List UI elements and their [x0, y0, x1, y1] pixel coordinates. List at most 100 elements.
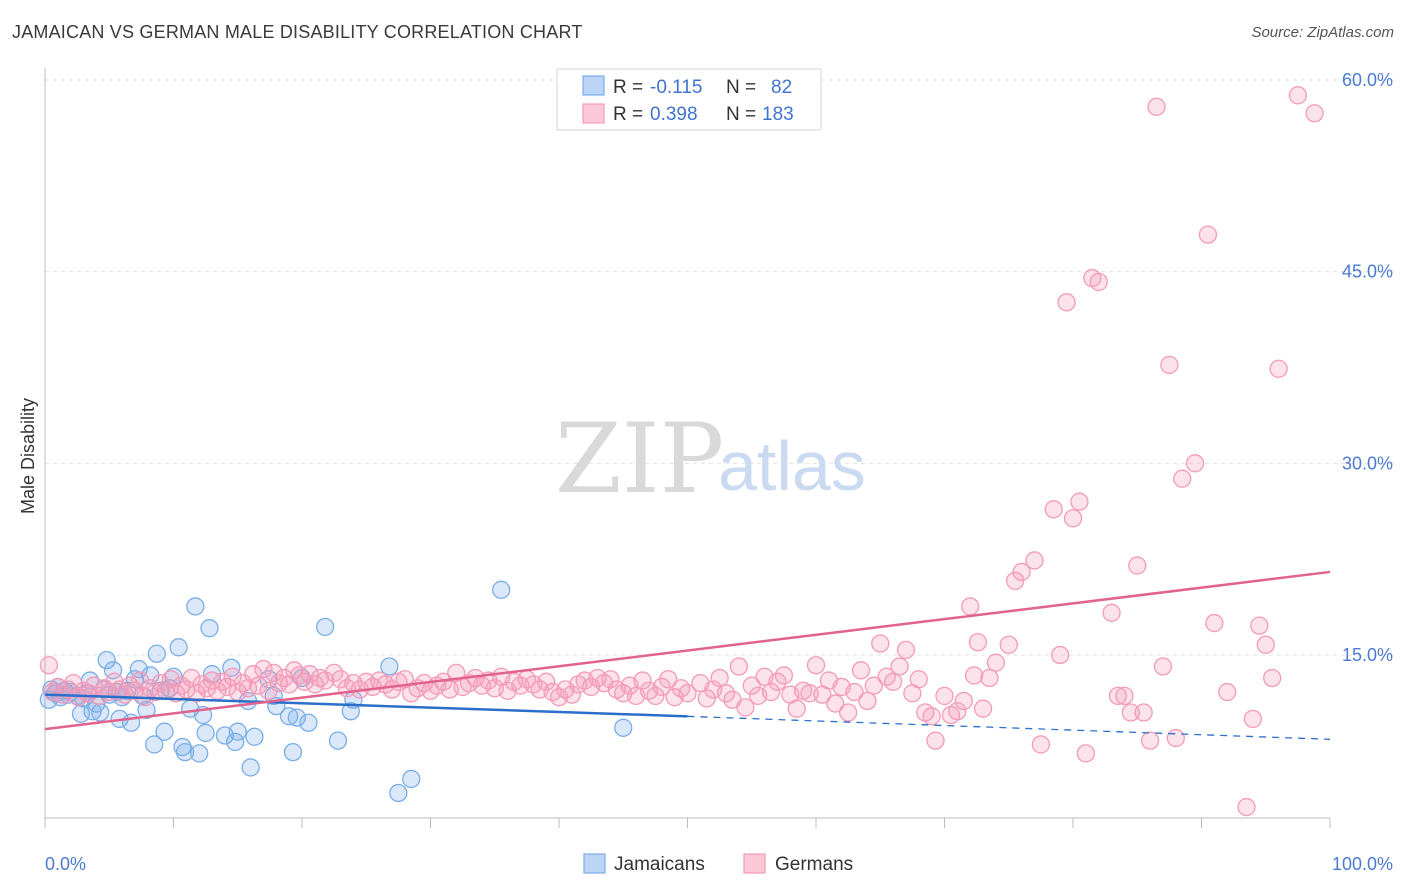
german-point — [125, 681, 145, 700]
jamaican-point — [380, 657, 399, 676]
german-point — [1121, 703, 1140, 722]
legend-swatch-germans — [743, 853, 766, 874]
jamaican-point — [155, 722, 174, 741]
german-point — [948, 702, 967, 721]
german-point — [264, 663, 283, 683]
german-point — [244, 665, 263, 684]
watermark-atlas: atlas — [718, 427, 866, 505]
axes — [44, 68, 1331, 828]
jamaican-point — [283, 742, 303, 762]
german-point — [1140, 731, 1160, 750]
stats-n-value-1: 82 — [771, 77, 792, 98]
stats-n-value-2: 183 — [762, 104, 794, 125]
german-point — [1160, 355, 1179, 375]
jamaican-point — [341, 702, 360, 721]
legend-label-germans: Germans — [775, 854, 853, 875]
german-point — [1025, 551, 1044, 570]
series-legend: Jamaicans Germans — [583, 853, 853, 875]
legend-swatch-jamaicans — [583, 853, 606, 874]
german-point — [562, 685, 581, 704]
german-point — [980, 668, 999, 688]
x-tick-label-start: 0.0% — [45, 854, 86, 874]
german-point — [964, 666, 984, 685]
trend-lines — [44, 570, 1331, 740]
german-point — [1205, 613, 1224, 633]
jamaican-point — [287, 708, 307, 727]
german-point — [646, 686, 665, 706]
german-point — [896, 640, 916, 660]
german-point — [1089, 272, 1108, 292]
german-point — [1128, 556, 1147, 575]
german-point — [1269, 359, 1288, 378]
jamaican-point — [91, 703, 110, 722]
german-point — [187, 684, 206, 703]
jamaican-point — [241, 758, 260, 777]
german-point — [697, 689, 716, 708]
german-point — [300, 665, 319, 684]
german-point — [1250, 616, 1269, 635]
jamaican-point — [315, 617, 335, 637]
stats-swatch-germans — [582, 103, 605, 124]
german-point — [826, 694, 845, 713]
german-point — [1044, 500, 1063, 519]
german-point — [922, 707, 941, 726]
jamaican-point — [328, 731, 348, 750]
german-point — [1218, 682, 1237, 702]
german-point — [1256, 635, 1275, 654]
jamaican-point — [196, 723, 215, 743]
german-point — [761, 682, 781, 702]
german-point — [926, 731, 945, 750]
german-point — [1237, 797, 1256, 817]
y-tick-label: 30.0% — [1342, 453, 1393, 473]
jamaican-point — [279, 707, 299, 726]
stats-swatch-jamaicans — [582, 75, 605, 96]
german-point — [115, 685, 134, 704]
stats-r-value-2: 0.398 — [650, 104, 698, 125]
german-point — [1153, 657, 1173, 676]
german-point — [1147, 97, 1166, 116]
jamaican-point — [190, 744, 209, 763]
german-point — [968, 633, 988, 652]
german-point — [774, 666, 794, 685]
german-point — [1185, 454, 1205, 473]
german-point — [1051, 645, 1070, 665]
german-point — [729, 657, 749, 676]
german-point — [787, 699, 806, 718]
german-point — [601, 670, 620, 689]
y-tick-label: 15.0% — [1342, 645, 1393, 665]
jamaican-point — [97, 650, 116, 670]
jamaican-point — [389, 783, 408, 803]
y-axis-title: Male Disability — [18, 398, 38, 514]
german-point — [1076, 744, 1095, 763]
german-point — [1288, 86, 1308, 105]
german-point — [909, 670, 928, 689]
german-point — [986, 653, 1006, 672]
german-point — [1198, 225, 1218, 244]
german-point — [659, 670, 678, 689]
german-point — [1063, 509, 1083, 528]
german-point — [806, 656, 826, 675]
y-tick-label: 60.0% — [1342, 70, 1393, 90]
german-point — [1006, 571, 1025, 591]
german-point — [883, 672, 903, 691]
jamaican-point — [299, 713, 318, 732]
german-point — [633, 671, 652, 690]
german-point — [961, 597, 980, 616]
german-point — [871, 634, 890, 653]
german-point — [954, 691, 973, 711]
german-point — [1070, 492, 1089, 511]
german-point — [1115, 686, 1134, 706]
watermark-zip: ZIP — [555, 403, 724, 515]
german-point — [39, 656, 59, 675]
jamaican-point — [169, 638, 188, 657]
german-point — [1102, 603, 1121, 622]
german-point — [1263, 668, 1282, 688]
german-point — [120, 676, 139, 695]
german-point — [213, 672, 232, 691]
german-point — [1057, 293, 1076, 312]
stats-r-value-1: -0.115 — [650, 77, 702, 98]
german-point — [254, 659, 273, 679]
german-point — [742, 676, 761, 695]
x-tick-label-end: 100.0% — [1332, 854, 1393, 874]
